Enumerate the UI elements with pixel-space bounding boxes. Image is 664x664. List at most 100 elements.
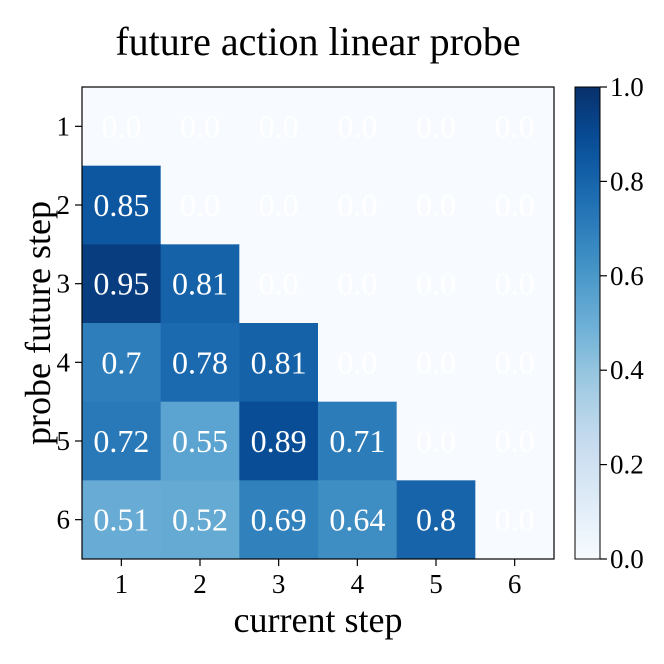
y-tick-label: 2 [57, 190, 71, 220]
y-tick-label: 4 [57, 347, 71, 377]
heatmap-cell [475, 480, 555, 560]
heatmap-cell [396, 165, 476, 245]
cell-value-label: 0.0 [180, 108, 220, 144]
cell-value-label: 0.0 [337, 266, 377, 302]
chart-title: future action linear probe [115, 19, 520, 64]
heatmap-cell [396, 323, 476, 403]
cell-value-label: 0.69 [251, 502, 307, 538]
cell-value-label: 0.0 [416, 344, 456, 380]
cell-value-label: 0.0 [495, 423, 535, 459]
heatmap-cell [318, 244, 398, 324]
heatmap-cell [475, 323, 555, 403]
x-tick-label: 4 [351, 569, 365, 599]
heatmap-cell [396, 480, 476, 560]
heatmap-cell [160, 323, 240, 403]
colorbar-tick-label: 0.4 [610, 355, 644, 385]
cell-value-label: 0.81 [172, 266, 228, 302]
cell-value-label: 0.0 [495, 266, 535, 302]
plot-frame [81, 86, 555, 560]
heatmap-cell [82, 480, 162, 560]
x-tick-label: 2 [193, 569, 207, 599]
y-tick-label: 6 [57, 505, 71, 535]
heatmap-cell [318, 480, 398, 560]
x-tick-label: 5 [429, 569, 443, 599]
heatmap-cell [82, 244, 162, 324]
colorbar-tick-label: 0.6 [610, 261, 644, 291]
heatmap-cell [160, 244, 240, 324]
heatmap-cell [396, 401, 476, 481]
y-tick-label: 1 [57, 111, 71, 141]
heatmap-cell [318, 165, 398, 245]
cell-value-label: 0.51 [93, 502, 149, 538]
heatmap-cell [318, 401, 398, 481]
cell-value-label: 0.0 [337, 108, 377, 144]
cell-value-label: 0.0 [416, 187, 456, 223]
heatmap-cell [82, 401, 162, 481]
y-axis-label: probe future step [18, 201, 58, 445]
heatmap-cell [239, 480, 319, 560]
heatmap-cell [160, 165, 240, 245]
heatmap-cell [475, 165, 555, 245]
cell-value-label: 0.0 [180, 187, 220, 223]
y-axis: 1 2 3 4 5 6 [57, 111, 82, 535]
heatmap-cell [160, 87, 240, 167]
heatmap-cell [239, 165, 319, 245]
cell-value-label: 0.0 [495, 187, 535, 223]
cell-value-label: 0.85 [93, 187, 149, 223]
cell-value-label: 0.71 [329, 423, 385, 459]
x-axis-label: current step [234, 600, 403, 640]
cell-value-label: 0.0 [416, 423, 456, 459]
colorbar-tick-label: 1.0 [610, 72, 644, 102]
heatmap-cell [318, 323, 398, 403]
heatmap-cell [239, 401, 319, 481]
x-tick-label: 1 [115, 569, 129, 599]
heatmap-cell [475, 401, 555, 481]
heatmap-cell [82, 87, 162, 167]
heatmap-cell [475, 87, 555, 167]
cell-value-label: 0.55 [172, 423, 228, 459]
cell-value-label: 0.64 [329, 502, 385, 538]
colorbar-tick-label: 0.0 [610, 544, 644, 574]
colorbar-tick-label: 0.8 [610, 166, 644, 196]
heatmap-cell [396, 87, 476, 167]
x-axis: 1 2 3 4 5 6 [115, 559, 522, 599]
cell-value-label: 0.95 [93, 266, 149, 302]
heatmap-cell [160, 480, 240, 560]
cell-value-label: 0.0 [259, 266, 299, 302]
cell-value-label: 0.0 [495, 108, 535, 144]
colorbar-axis: 0.0 0.2 0.4 0.6 0.8 1.0 [600, 72, 644, 574]
y-tick-label: 5 [57, 426, 71, 456]
heatmap-cell [239, 87, 319, 167]
heatmap-cell [82, 323, 162, 403]
colorbar [574, 86, 601, 560]
colorbar-tick-label: 0.2 [610, 450, 644, 480]
cell-value-label: 0.52 [172, 502, 228, 538]
cell-value-label: 0.0 [416, 108, 456, 144]
cell-value-label: 0.7 [101, 344, 141, 380]
x-tick-label: 6 [508, 569, 522, 599]
cell-value-label: 0.0 [259, 108, 299, 144]
heatmap-cell [82, 165, 162, 245]
heatmap-cell [396, 244, 476, 324]
heatmap-cell [318, 87, 398, 167]
cell-value-label: 0.0 [495, 344, 535, 380]
heatmap-cell [239, 244, 319, 324]
cell-value-label: 0.0 [416, 266, 456, 302]
cell-value-label: 0.8 [416, 502, 456, 538]
cell-value-label: 0.81 [251, 344, 307, 380]
cell-value-label: 0.0 [337, 344, 377, 380]
y-tick-label: 3 [57, 269, 71, 299]
heatmap-cells: 0.0 0.0 0.0 0.0 0.0 0.0 0.85 0.0 0.0 0.0 0.0 0.0 0.9… [82, 87, 555, 560]
x-tick-label: 3 [272, 569, 286, 599]
cell-value-label: 0.0 [337, 187, 377, 223]
cell-value-label: 0.78 [172, 344, 228, 380]
heatmap-cell [475, 244, 555, 324]
cell-value-label: 0.0 [495, 502, 535, 538]
cell-value-label: 0.72 [93, 423, 149, 459]
cell-value-label: 0.89 [251, 423, 307, 459]
heatmap-cell [160, 401, 240, 481]
cell-value-label: 0.0 [259, 187, 299, 223]
heatmap-cell [239, 323, 319, 403]
cell-value-label: 0.0 [101, 108, 141, 144]
